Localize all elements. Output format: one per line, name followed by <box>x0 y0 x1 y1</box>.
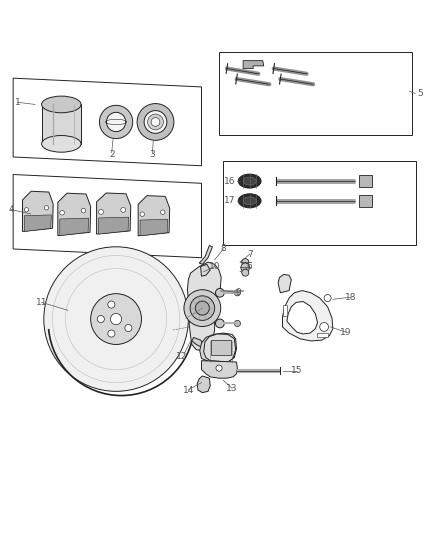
Circle shape <box>161 210 165 214</box>
Circle shape <box>106 112 126 132</box>
Polygon shape <box>60 218 88 236</box>
Circle shape <box>234 320 240 327</box>
Circle shape <box>137 103 174 140</box>
Circle shape <box>60 211 64 215</box>
Polygon shape <box>200 333 237 362</box>
Text: 17: 17 <box>224 196 235 205</box>
Circle shape <box>215 288 224 297</box>
Polygon shape <box>287 302 318 334</box>
Polygon shape <box>192 337 205 348</box>
Polygon shape <box>243 61 264 69</box>
Text: 9: 9 <box>236 288 242 297</box>
Polygon shape <box>201 264 210 276</box>
Ellipse shape <box>243 177 256 185</box>
Text: 11: 11 <box>36 298 47 307</box>
Polygon shape <box>13 78 201 166</box>
Circle shape <box>108 330 115 337</box>
Text: 12: 12 <box>176 352 187 361</box>
Circle shape <box>242 269 249 276</box>
Circle shape <box>99 209 103 214</box>
Ellipse shape <box>238 174 261 188</box>
Polygon shape <box>199 246 212 264</box>
Polygon shape <box>359 195 372 207</box>
Bar <box>283 304 287 316</box>
Circle shape <box>324 295 331 302</box>
Polygon shape <box>138 196 170 236</box>
Bar <box>317 333 328 337</box>
Text: 14: 14 <box>183 385 194 394</box>
Bar <box>211 340 231 355</box>
Polygon shape <box>197 376 210 393</box>
Polygon shape <box>99 217 129 234</box>
Ellipse shape <box>238 194 261 208</box>
Polygon shape <box>97 193 131 234</box>
Polygon shape <box>187 262 221 351</box>
Ellipse shape <box>243 197 256 205</box>
Text: 19: 19 <box>340 328 352 337</box>
Circle shape <box>190 296 215 320</box>
Text: 8: 8 <box>220 245 226 254</box>
Polygon shape <box>140 219 168 236</box>
Text: 6: 6 <box>247 262 253 271</box>
Bar <box>223 161 416 245</box>
Polygon shape <box>283 290 333 341</box>
Circle shape <box>216 365 222 371</box>
Circle shape <box>97 316 104 322</box>
Text: 2: 2 <box>109 150 114 159</box>
Circle shape <box>44 206 49 210</box>
Circle shape <box>108 301 115 308</box>
Bar <box>42 104 81 144</box>
Text: 7: 7 <box>247 250 253 259</box>
Circle shape <box>91 294 141 344</box>
Circle shape <box>215 319 224 328</box>
Polygon shape <box>201 361 237 378</box>
Ellipse shape <box>42 135 81 152</box>
Text: 4: 4 <box>8 205 14 214</box>
Circle shape <box>110 313 122 325</box>
Text: 5: 5 <box>417 89 424 98</box>
Circle shape <box>144 110 167 133</box>
Circle shape <box>241 263 250 272</box>
Text: 16: 16 <box>224 176 235 185</box>
Circle shape <box>242 259 249 265</box>
Text: 1: 1 <box>14 98 21 107</box>
Text: 10: 10 <box>209 262 220 271</box>
Ellipse shape <box>42 96 81 113</box>
Polygon shape <box>13 174 201 258</box>
Polygon shape <box>359 175 372 187</box>
Circle shape <box>148 114 163 130</box>
Circle shape <box>151 118 160 126</box>
Circle shape <box>125 325 132 332</box>
Circle shape <box>184 290 221 327</box>
Polygon shape <box>278 274 291 293</box>
Bar <box>219 52 412 135</box>
Circle shape <box>81 208 86 213</box>
Circle shape <box>121 207 126 212</box>
Circle shape <box>195 301 209 315</box>
Circle shape <box>44 247 188 391</box>
Circle shape <box>99 106 133 139</box>
Circle shape <box>140 212 145 216</box>
Polygon shape <box>204 334 236 362</box>
Text: 3: 3 <box>149 150 155 159</box>
Polygon shape <box>25 215 51 231</box>
Circle shape <box>234 290 240 296</box>
Text: 18: 18 <box>345 293 356 302</box>
Text: 15: 15 <box>291 366 303 375</box>
Polygon shape <box>58 193 91 236</box>
Circle shape <box>25 208 28 212</box>
Circle shape <box>320 322 328 332</box>
Polygon shape <box>22 191 53 231</box>
Text: 13: 13 <box>226 384 238 393</box>
